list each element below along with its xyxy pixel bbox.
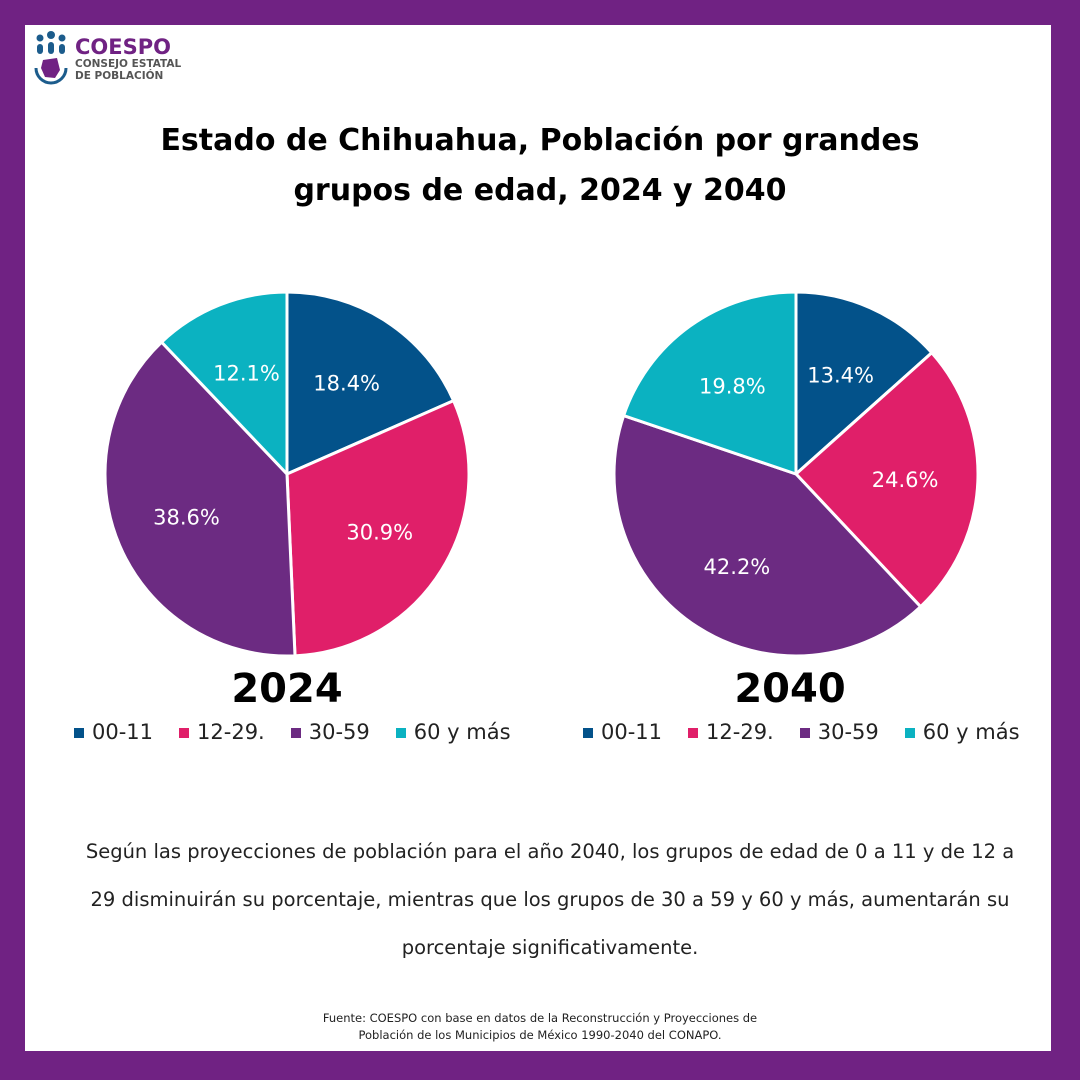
data-label: 30.9% <box>346 521 413 545</box>
legend-swatch <box>799 728 810 738</box>
source-line: Fuente: COESPO con base en datos de la R… <box>322 1011 758 1025</box>
data-label: 13.4% <box>807 363 874 387</box>
coespo-logo: COESPO CONSEJO ESTATAL DE POBLACIÓN <box>33 30 181 88</box>
legend-label: 30-59 <box>308 720 370 744</box>
legend-item: 12-29. <box>688 720 774 744</box>
logo-people-icon <box>34 31 68 85</box>
legend-label: 12-29. <box>197 720 265 744</box>
source-note: Fuente: COESPO con base en datos de la R… <box>0 1010 1080 1044</box>
legend-item: 00-11 <box>583 720 662 744</box>
legend-label: 00-11 <box>601 720 663 744</box>
pie-slice-00-11 <box>285 290 456 477</box>
pie-slice-30-59 <box>103 339 297 658</box>
legend-item: 60 y más <box>395 720 511 744</box>
legend-swatch <box>179 728 190 738</box>
data-label: 19.8% <box>699 374 766 398</box>
pie-slice-60-y-m-s <box>159 290 289 478</box>
legend-item: 30-59 <box>290 720 370 744</box>
legend-2040: 00-11 12-29. 30-59 60 y más <box>583 720 1020 744</box>
legend-swatch <box>290 728 301 738</box>
legend-item: 12-29. <box>179 720 265 744</box>
legend-swatch <box>583 728 593 738</box>
source-line: Población de los Municipios de México 19… <box>358 1028 722 1042</box>
logo-name: COESPO <box>75 34 171 59</box>
data-label: 18.4% <box>313 372 380 396</box>
legend-item: 00-11 <box>74 720 153 744</box>
logo-subtitle: DE POBLACIÓN <box>75 69 164 82</box>
legend-label: 60 y más <box>413 720 511 744</box>
legend-2024: 00-11 12-29. 30-59 60 y más <box>74 720 511 744</box>
data-label: 42.2% <box>704 555 771 579</box>
title-line: Estado de Chihuahua, Población por grand… <box>160 123 920 158</box>
legend-swatch <box>688 728 699 738</box>
data-label: 38.6% <box>153 506 220 530</box>
note-text: Según las proyecciones de población para… <box>85 840 1015 959</box>
legend-item: 60 y más <box>904 720 1020 744</box>
data-label: 24.6% <box>872 468 939 492</box>
pie-slice-12-29- <box>285 398 471 658</box>
chart-title: Estado de Chihuahua, Población por grand… <box>0 116 1080 216</box>
data-label: 12.1% <box>213 362 280 386</box>
legend-swatch <box>74 728 84 738</box>
logo-subtitle: CONSEJO ESTATAL <box>75 57 182 70</box>
legend-swatch <box>904 728 915 738</box>
legend-item: 30-59 <box>799 720 879 744</box>
year-label-2024: 2024 <box>231 666 343 712</box>
legend-label: 12-29. <box>706 720 774 744</box>
legend-swatch <box>395 728 406 738</box>
legend-label: 00-11 <box>92 720 154 744</box>
pie-slice-12-29- <box>793 350 980 609</box>
pie-slice-60-y-m-s <box>621 290 798 477</box>
pie-slice-30-59 <box>612 413 923 658</box>
pie-slice-00-11 <box>794 290 934 478</box>
title-line: grupos de edad, 2024 y 2040 <box>293 173 787 208</box>
legend-label: 60 y más <box>922 720 1020 744</box>
legend-label: 30-59 <box>817 720 879 744</box>
year-label-2040: 2040 <box>734 666 846 712</box>
